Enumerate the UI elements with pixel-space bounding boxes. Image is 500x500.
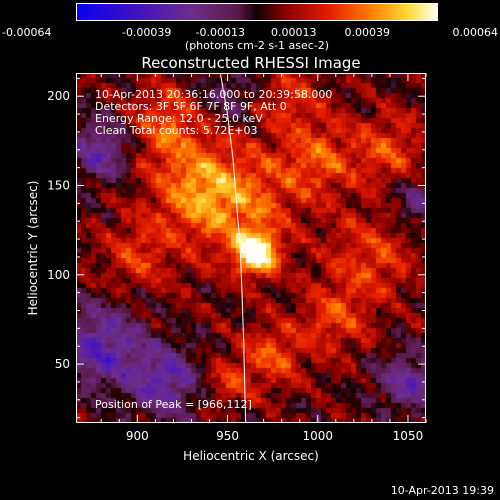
plot-frame bbox=[76, 73, 426, 423]
colorbar-unit-label: (photons cm-2 s-1 asec-2) bbox=[185, 39, 329, 52]
info-line: Detectors: 3F 5F 6F 7F 8F 9F, Att 0 bbox=[95, 100, 287, 113]
chart-title: Reconstructed RHESSI Image bbox=[141, 54, 360, 72]
colorbar-tick-label: 0.00013 bbox=[271, 26, 317, 39]
info-line: Clean Total counts: 5.72E+03 bbox=[95, 124, 258, 137]
colorbar-tick-label: -0.00064 bbox=[2, 26, 51, 39]
info-line: 10-Apr-2013 20:36:16.000 to 20:39:58.000 bbox=[95, 88, 332, 101]
rhessi-image-heatmap bbox=[76, 73, 426, 423]
y-tick-label: 150 bbox=[47, 179, 70, 193]
peak-position-label: Position of Peak = [966,112] bbox=[95, 398, 252, 411]
y-tick-label: 100 bbox=[47, 268, 70, 282]
x-axis-label: Heliocentric X (arcsec) bbox=[183, 449, 319, 463]
x-tick-label: 950 bbox=[216, 429, 239, 443]
colorbar-tick-label: -0.00013 bbox=[196, 26, 245, 39]
y-tick-label: 50 bbox=[55, 357, 70, 371]
colorbar-tick-label: 0.00064 bbox=[453, 26, 499, 39]
y-axis-label: Heliocentric Y (arcsec) bbox=[26, 181, 40, 316]
colorbar-frame bbox=[76, 3, 438, 21]
info-line: Energy Range: 12.0 - 25.0 keV bbox=[95, 112, 263, 125]
x-tick-label: 900 bbox=[126, 429, 149, 443]
colorbar bbox=[76, 3, 438, 21]
x-tick-label: 1050 bbox=[393, 429, 424, 443]
colorbar-tick-label: -0.00039 bbox=[122, 26, 171, 39]
footer-timestamp: 10-Apr-2013 19:39 bbox=[391, 484, 494, 497]
colorbar-tick-label: 0.00039 bbox=[345, 26, 391, 39]
y-tick-label: 200 bbox=[47, 89, 70, 103]
solar-limb-curve bbox=[219, 72, 247, 424]
x-tick-label: 1000 bbox=[302, 429, 333, 443]
